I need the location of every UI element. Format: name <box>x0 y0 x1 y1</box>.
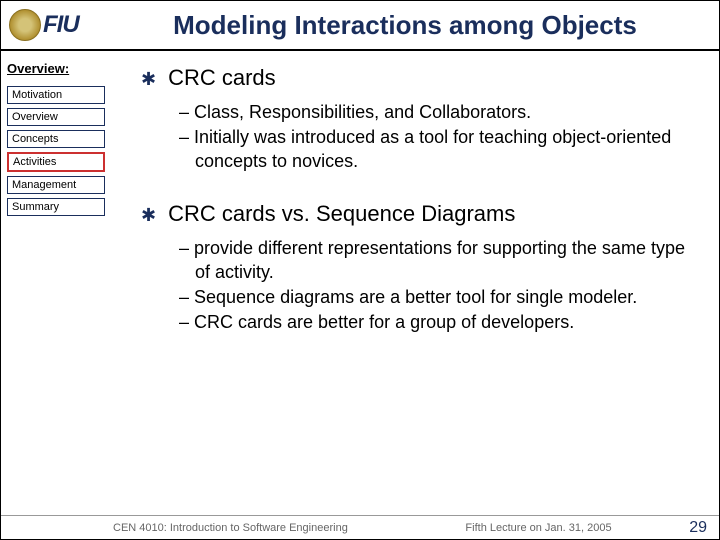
sub-list: Class, Responsibilities, and Collaborato… <box>141 101 699 173</box>
nav-item-activities[interactable]: Activities <box>7 152 105 172</box>
footer-lecture: Fifth Lecture on Jan. 31, 2005 <box>370 522 667 534</box>
sub-item: provide different representations for su… <box>179 237 699 284</box>
title-bar: FIU Modeling Interactions among Objects <box>1 1 719 51</box>
sidebar: Overview: Motivation Overview Concepts A… <box>1 51 111 515</box>
sidebar-heading: Overview: <box>7 61 105 76</box>
content-area: ✱ CRC cards Class, Responsibilities, and… <box>111 51 719 515</box>
nav-item-management[interactable]: Management <box>7 176 105 194</box>
bullet-marker-icon: ✱ <box>141 69 156 90</box>
nav-item-overview[interactable]: Overview <box>7 108 105 126</box>
slide: FIU Modeling Interactions among Objects … <box>0 0 720 540</box>
nav-item-motivation[interactable]: Motivation <box>7 86 105 104</box>
nav-item-concepts[interactable]: Concepts <box>7 130 105 148</box>
nav-item-summary[interactable]: Summary <box>7 198 105 216</box>
section-crc-vs-sequence: ✱ CRC cards vs. Sequence Diagrams provid… <box>141 201 699 335</box>
slide-title: Modeling Interactions among Objects <box>119 10 711 41</box>
bullet-heading-text: CRC cards vs. Sequence Diagrams <box>168 201 515 227</box>
bullet-heading: ✱ CRC cards vs. Sequence Diagrams <box>141 201 699 227</box>
body-area: Overview: Motivation Overview Concepts A… <box>1 51 719 515</box>
footer-course: CEN 4010: Introduction to Software Engin… <box>13 522 370 534</box>
bullet-marker-icon: ✱ <box>141 205 156 226</box>
sub-item: CRC cards are better for a group of deve… <box>179 311 699 334</box>
section-crc-cards: ✱ CRC cards Class, Responsibilities, and… <box>141 65 699 173</box>
footer-page-number: 29 <box>667 519 707 537</box>
sub-item: Initially was introduced as a tool for t… <box>179 126 699 173</box>
footer: CEN 4010: Introduction to Software Engin… <box>1 515 719 539</box>
logo-text: FIU <box>43 11 79 39</box>
logo-seal-icon <box>9 9 41 41</box>
sub-item: Sequence diagrams are a better tool for … <box>179 286 699 309</box>
sub-item: Class, Responsibilities, and Collaborato… <box>179 101 699 124</box>
logo: FIU <box>9 6 119 44</box>
bullet-heading-text: CRC cards <box>168 65 276 91</box>
sub-list: provide different representations for su… <box>141 237 699 335</box>
bullet-heading: ✱ CRC cards <box>141 65 699 91</box>
